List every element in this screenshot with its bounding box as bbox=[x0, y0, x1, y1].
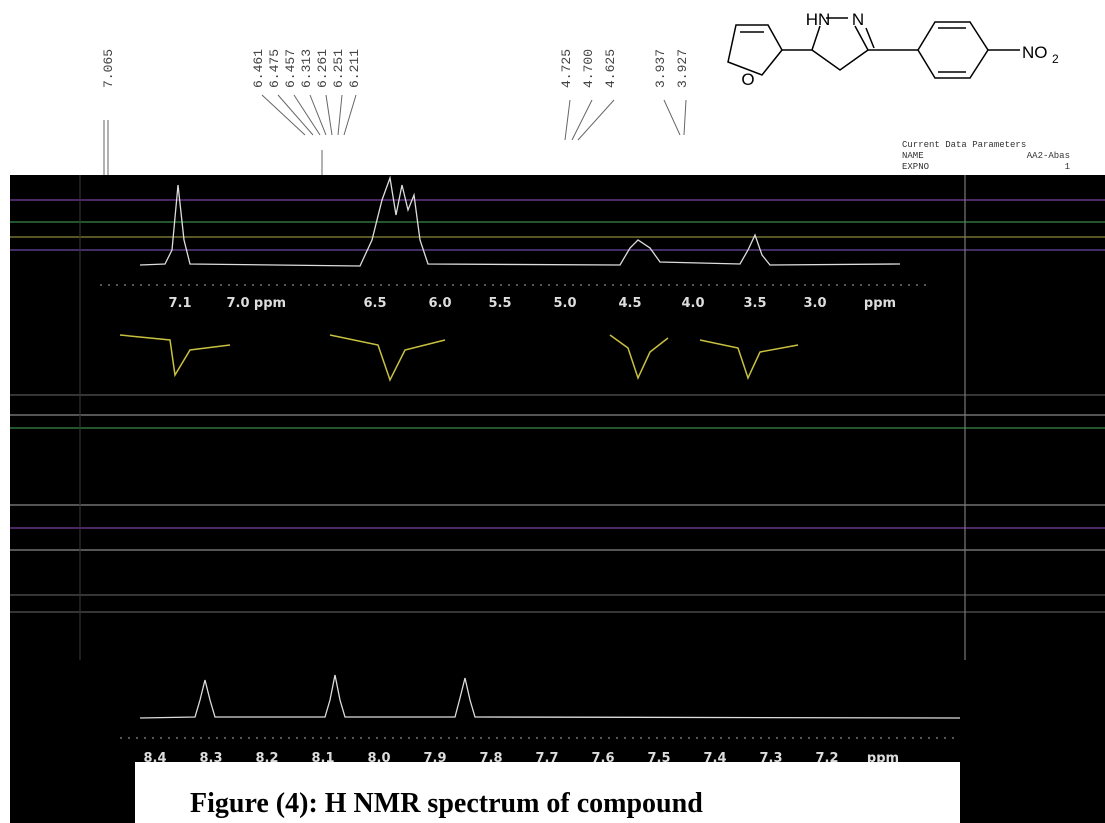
parameter-key: EXPNO bbox=[902, 162, 929, 172]
peak-label: 3.937 bbox=[653, 49, 668, 88]
peak-label: 3.927 bbox=[675, 49, 690, 88]
upper-tick-label: 6.0 bbox=[428, 296, 451, 311]
upper-tick-label: 6.5 bbox=[363, 296, 386, 311]
upper-tick-label: ppm bbox=[254, 296, 286, 311]
peak-label: 4.700 bbox=[581, 49, 596, 88]
parameter-value: AA2-Abas bbox=[1027, 151, 1070, 161]
structure-label: O bbox=[741, 70, 754, 89]
upper-tick-label: ppm bbox=[864, 296, 896, 311]
upper-tick-label: 7.1 bbox=[168, 296, 191, 311]
spectrum-panel bbox=[10, 175, 1105, 823]
parameter-key: NAME bbox=[902, 151, 924, 161]
upper-tick-label: 5.5 bbox=[488, 296, 511, 311]
peak-label: 6.211 bbox=[347, 49, 362, 88]
parameter-value: 1 bbox=[1065, 162, 1070, 172]
upper-tick-label: 7.0 bbox=[226, 296, 249, 311]
peak-label: 6.313 bbox=[299, 49, 314, 88]
peak-label: 6.457 bbox=[283, 49, 298, 88]
nmr-figure: 7.065 6.4616.4756.4576.3136.2616.2516.211… bbox=[0, 0, 1105, 823]
peak-label: 7.065 bbox=[101, 49, 116, 88]
parameters-title: Current Data Parameters bbox=[902, 140, 1026, 150]
peak-label: 4.725 bbox=[559, 49, 574, 88]
structure-label: NO bbox=[1022, 43, 1048, 62]
peak-label: 4.625 bbox=[603, 49, 618, 88]
peak-label: 6.251 bbox=[331, 49, 346, 88]
figure-caption: Figure (4): H NMR spectrum of compound bbox=[190, 788, 703, 819]
structure-label: N bbox=[852, 10, 864, 29]
upper-tick-label: 3.0 bbox=[803, 296, 826, 311]
structure-label: HN bbox=[806, 10, 831, 29]
peak-label: 6.261 bbox=[315, 49, 330, 88]
structure-label: 2 bbox=[1052, 52, 1059, 66]
upper-tick-label: 3.5 bbox=[743, 296, 766, 311]
peak-label: 6.461 bbox=[251, 49, 266, 88]
upper-tick-label: 5.0 bbox=[553, 296, 576, 311]
upper-tick-label: 4.5 bbox=[618, 296, 641, 311]
peak-label: 6.475 bbox=[267, 49, 282, 88]
upper-tick-label: 4.0 bbox=[681, 296, 704, 311]
